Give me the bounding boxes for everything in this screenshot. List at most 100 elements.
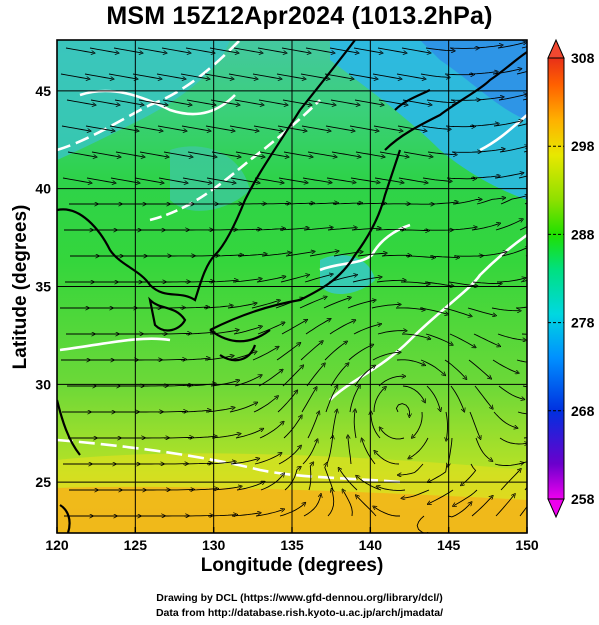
streamline — [468, 72, 497, 75]
y-tick-label-25: 25 — [35, 474, 51, 490]
streamline — [372, 352, 400, 361]
streamline — [499, 146, 527, 153]
streamline — [518, 175, 527, 179]
streamline — [158, 177, 187, 183]
streamline — [448, 281, 477, 286]
streamline — [380, 428, 405, 440]
streamline — [134, 177, 163, 183]
streamline — [495, 495, 514, 517]
streamline — [416, 515, 429, 533]
streamline — [354, 410, 356, 439]
streamline — [446, 178, 475, 179]
streamline — [496, 278, 525, 283]
streamline — [180, 73, 209, 79]
streamline — [180, 358, 209, 360]
streamline — [228, 73, 257, 79]
streamline — [230, 459, 258, 465]
streamline — [157, 125, 186, 131]
streamline — [205, 408, 234, 413]
colorbar-tick-labels: 308 298 288 278 268 258 — [548, 50, 595, 507]
streamline — [450, 385, 464, 411]
streamline — [259, 151, 288, 157]
streamline — [211, 151, 240, 157]
streamline — [349, 125, 378, 131]
streamline — [301, 388, 316, 413]
x-tick-label-120: 120 — [45, 537, 69, 553]
streamline — [306, 99, 335, 105]
streamline — [472, 282, 501, 284]
streamline — [519, 225, 527, 231]
streamline — [84, 73, 113, 79]
streamline — [260, 203, 289, 204]
streamline — [324, 342, 346, 361]
streamline — [158, 411, 186, 412]
streamline — [164, 437, 192, 438]
streamline — [306, 364, 324, 387]
streamline — [280, 275, 308, 283]
streamline — [497, 42, 525, 49]
streamline — [184, 515, 212, 516]
streamline — [351, 228, 380, 230]
streamline — [254, 177, 283, 183]
streamline — [283, 151, 312, 157]
streamline — [255, 510, 283, 517]
streamline — [395, 403, 409, 416]
streamline — [211, 434, 240, 439]
streamline — [182, 177, 211, 183]
streamline — [353, 324, 380, 335]
streamline — [234, 99, 263, 105]
streamline — [232, 279, 261, 283]
streamline — [517, 411, 527, 415]
streamline — [428, 463, 448, 482]
streamline — [469, 124, 498, 127]
streamline — [251, 301, 279, 309]
streamline — [161, 47, 190, 53]
streamline — [375, 452, 400, 465]
streamline — [139, 151, 168, 157]
streamline — [453, 256, 482, 257]
streamline — [348, 345, 372, 361]
streamline — [308, 463, 313, 491]
x-tick-label-135: 135 — [280, 537, 304, 553]
streamline — [133, 125, 162, 131]
streamline — [303, 228, 332, 231]
streamline — [356, 203, 385, 204]
streamline — [253, 397, 277, 413]
streamline — [233, 47, 262, 53]
map-title: MSM 15Z12Apr2024 (1013.2hPa) — [106, 2, 493, 30]
streamline — [252, 73, 281, 79]
streamline — [378, 376, 404, 387]
streamline — [491, 307, 520, 311]
streamline — [305, 319, 330, 335]
streamline — [451, 152, 480, 153]
streamline — [518, 461, 527, 465]
streamline — [371, 305, 400, 309]
streamline — [157, 359, 185, 360]
streamline — [115, 151, 144, 157]
streamline — [279, 503, 305, 517]
streamline — [375, 229, 404, 230]
streamline — [424, 281, 453, 286]
streamline — [329, 321, 355, 335]
streamline — [401, 282, 429, 284]
streamline — [281, 47, 310, 53]
streamline — [352, 277, 381, 283]
streamline — [91, 151, 120, 157]
streamline — [229, 403, 256, 413]
colorbar-tick-label-268: 268 — [571, 403, 595, 419]
colorbar-scale — [547, 57, 565, 500]
streamline — [474, 97, 503, 101]
streamline — [254, 453, 281, 465]
streamline — [300, 73, 329, 79]
streamline — [323, 298, 350, 309]
streamline — [276, 343, 300, 361]
streamline — [469, 411, 480, 438]
streamline — [477, 252, 506, 257]
streamline — [401, 333, 430, 339]
streamline — [62, 177, 91, 183]
streamline — [302, 440, 317, 465]
streamline — [67, 151, 96, 157]
streamline — [454, 489, 478, 506]
streamline — [299, 297, 326, 309]
